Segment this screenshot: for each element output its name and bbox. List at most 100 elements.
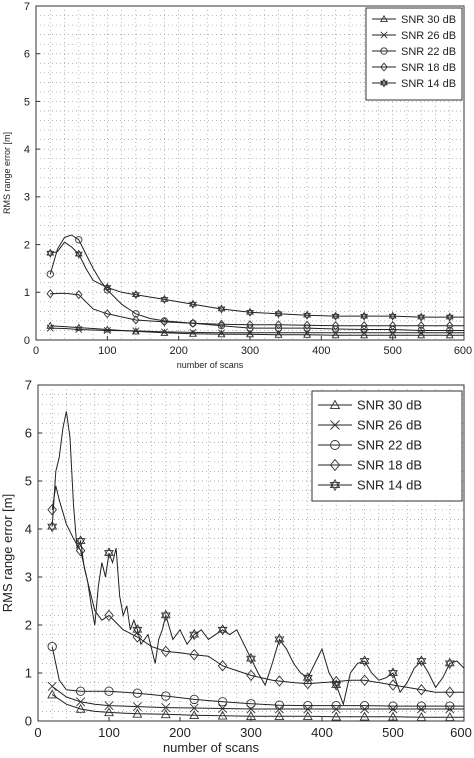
y-tick-label: 6 — [25, 426, 32, 441]
series-x — [47, 681, 464, 714]
data-point — [160, 709, 171, 719]
data-point — [189, 694, 199, 705]
data-point — [75, 703, 86, 713]
data-point — [303, 310, 312, 320]
y-tick-label: 6 — [24, 49, 30, 61]
y-tick-label: 2 — [24, 239, 30, 251]
x-tick-label: 200 — [169, 725, 191, 740]
data-point — [75, 290, 83, 300]
data-point — [217, 697, 228, 707]
series-line — [50, 327, 464, 334]
data-point — [46, 248, 55, 258]
data-point — [103, 309, 112, 319]
data-point — [444, 712, 455, 721]
data-point — [46, 289, 55, 299]
data-point — [331, 311, 340, 321]
y-tick-label: 3 — [24, 192, 30, 204]
data-point — [359, 655, 370, 667]
data-point — [417, 321, 425, 331]
data-point — [47, 520, 58, 533]
data-point — [302, 672, 313, 684]
legend-box — [311, 390, 463, 502]
data-point — [47, 504, 57, 516]
data-point — [246, 711, 256, 721]
data-point — [160, 294, 169, 305]
x-tick-label: 600 — [454, 345, 472, 357]
data-point — [189, 318, 197, 328]
data-point — [132, 631, 143, 643]
series-line — [51, 694, 464, 718]
data-point — [189, 628, 200, 641]
data-point — [75, 544, 86, 557]
data-point — [388, 679, 398, 691]
data-point — [218, 704, 228, 714]
axes: 0 100 200 300 400 500 600 0 1 2 3 4 5 6 7 — [25, 378, 472, 740]
legend-marker — [380, 31, 388, 39]
data-point — [189, 703, 199, 713]
data-point — [188, 299, 197, 309]
y-tick-label: 0 — [25, 714, 32, 729]
data-point — [416, 684, 427, 696]
data-point — [161, 703, 171, 713]
legend-label: SNR 30 dB — [357, 398, 422, 413]
data-point — [132, 688, 143, 698]
y-tick-label: 4 — [25, 522, 32, 537]
data-point — [103, 286, 111, 294]
x-tick-label: 300 — [241, 345, 259, 357]
data-point — [189, 710, 200, 720]
data-point — [360, 704, 370, 714]
data-point — [217, 710, 228, 720]
series-star — [46, 241, 464, 322]
data-point — [274, 320, 283, 330]
data-point — [246, 320, 254, 330]
data-point — [104, 701, 114, 711]
x-tick-label: 200 — [169, 345, 187, 357]
data-point — [131, 290, 140, 300]
data-point — [303, 704, 313, 714]
data-point — [160, 328, 169, 336]
legend-marker — [329, 399, 341, 410]
data-point — [416, 655, 427, 667]
series-star — [47, 411, 464, 706]
legend-marker — [380, 14, 388, 23]
x-axis-label: number of scans — [163, 740, 260, 755]
data-point — [274, 711, 285, 721]
data-point — [160, 609, 171, 622]
data-point — [417, 312, 426, 322]
data-point — [360, 325, 368, 334]
data-point — [360, 321, 368, 331]
y-tick-label: 5 — [24, 96, 30, 108]
legend-label: SNR 26 dB — [401, 30, 456, 42]
data-point — [274, 309, 283, 319]
data-point — [217, 322, 226, 330]
data-point — [104, 547, 114, 559]
legend-marker — [330, 440, 340, 450]
legend-marker — [329, 478, 341, 492]
y-tick-label: 1 — [25, 666, 32, 681]
data-point — [76, 697, 86, 707]
x-tick-label: 500 — [382, 725, 404, 740]
data-point — [103, 282, 112, 293]
data-point — [75, 236, 83, 244]
data-point — [246, 704, 256, 714]
legend-label: SNR 22 dB — [357, 438, 422, 453]
legend-marker — [330, 420, 340, 430]
data-point — [217, 304, 226, 314]
series-line — [49, 234, 464, 331]
series-triangle — [47, 689, 464, 721]
data-point — [189, 649, 199, 661]
series-circle — [47, 641, 464, 711]
y-tick-label: 5 — [25, 474, 32, 489]
data-point — [104, 686, 114, 696]
series-line — [50, 325, 464, 336]
data-point — [274, 675, 285, 687]
data-point — [75, 325, 83, 334]
x-tick-label: 0 — [34, 725, 41, 740]
series-line — [50, 292, 464, 327]
series-diamond — [46, 289, 464, 331]
data-point — [103, 326, 111, 334]
data-point — [331, 711, 342, 721]
data-point — [445, 312, 454, 322]
legend-label: SNR 30 dB — [401, 14, 456, 26]
